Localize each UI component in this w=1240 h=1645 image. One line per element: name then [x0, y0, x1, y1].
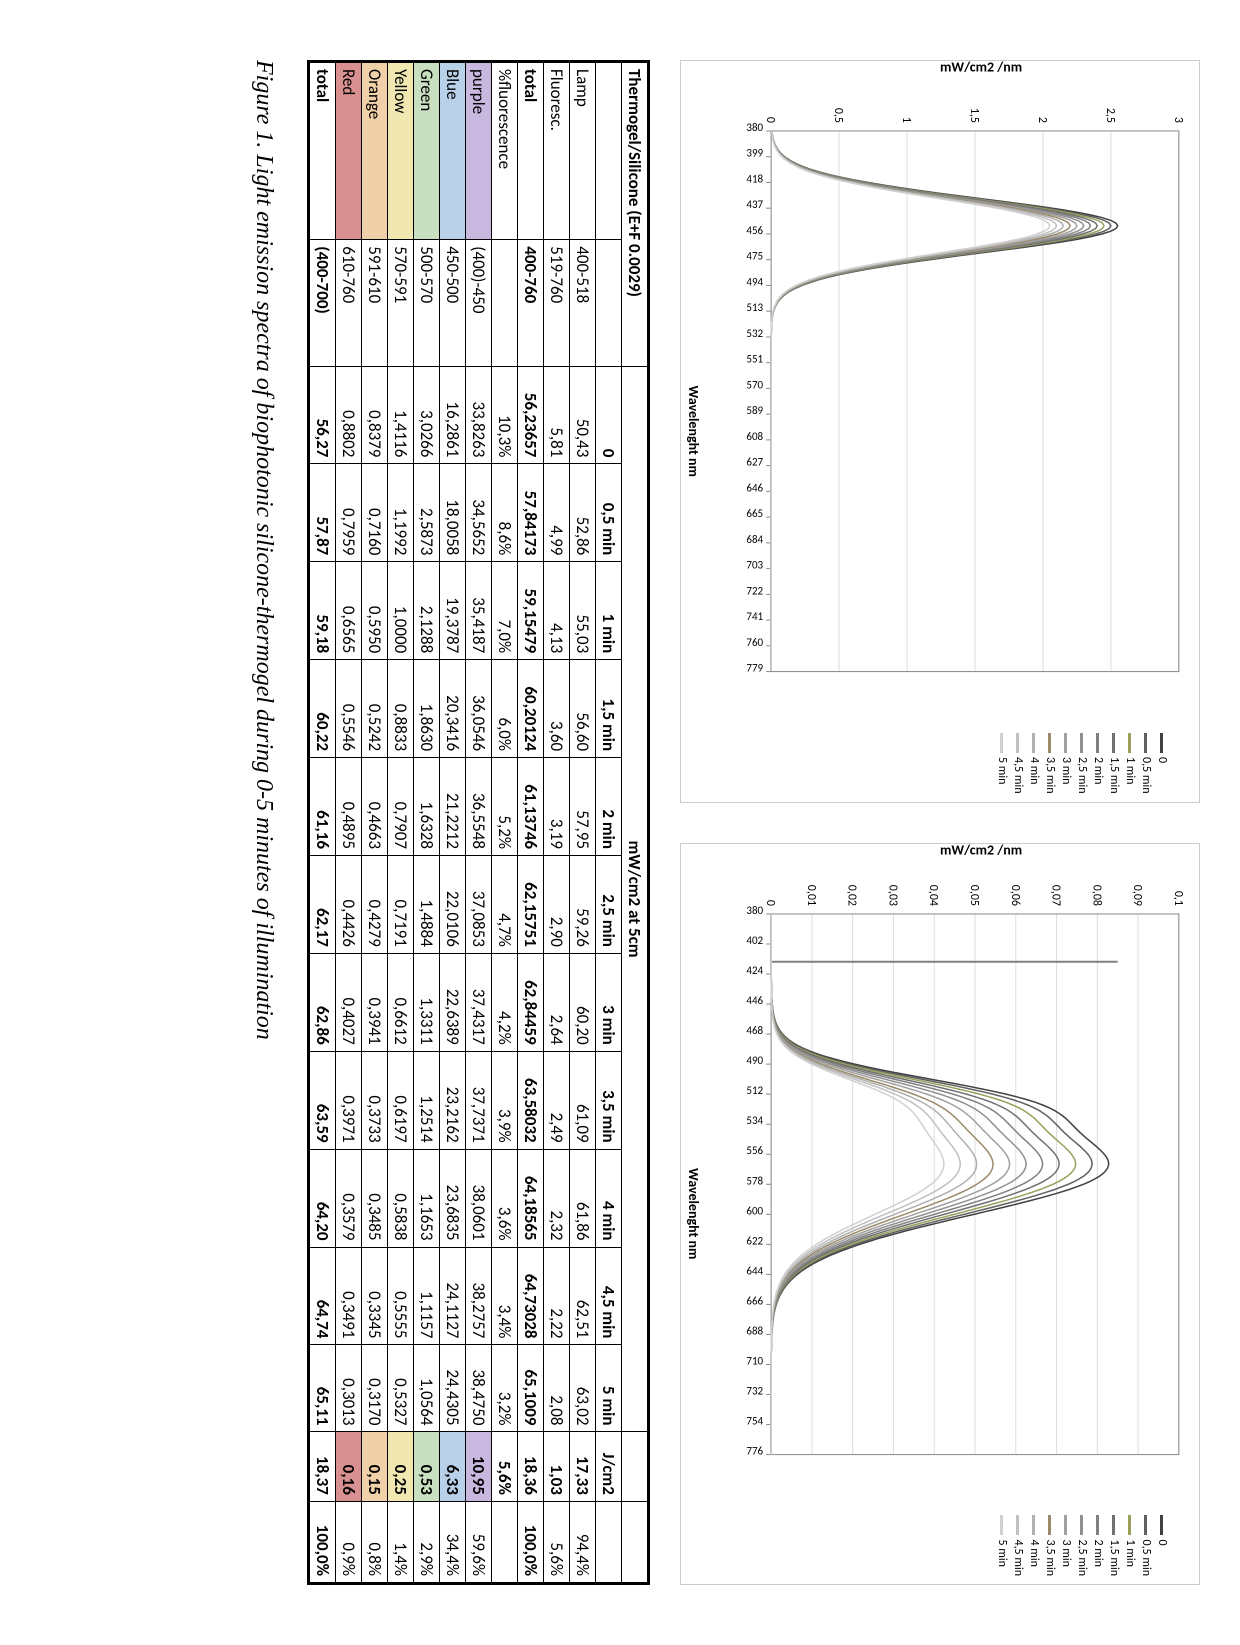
svg-text:684: 684: [746, 533, 763, 546]
svg-text:722: 722: [746, 584, 763, 597]
legend-item: 3,5 min: [1043, 733, 1057, 794]
svg-text:468: 468: [746, 1024, 763, 1037]
svg-text:402: 402: [746, 933, 763, 946]
figure-caption: Figure 1. Light emission spectra of biop…: [250, 60, 277, 1585]
svg-text:0,08: 0,08: [1089, 884, 1103, 905]
svg-text:0,05: 0,05: [967, 884, 981, 905]
legend-item: 1,5 min: [1107, 1515, 1121, 1576]
svg-text:703: 703: [746, 559, 763, 572]
svg-text:741: 741: [746, 610, 763, 623]
svg-text:666: 666: [746, 1294, 763, 1307]
legend-item: 0,5 min: [1139, 733, 1153, 794]
svg-text:644: 644: [746, 1264, 763, 1277]
svg-text:418: 418: [746, 172, 763, 185]
svg-text:627: 627: [746, 456, 763, 469]
svg-text:0,5: 0,5: [831, 108, 845, 123]
svg-text:2,5: 2,5: [1103, 108, 1117, 123]
svg-text:600: 600: [746, 1204, 763, 1217]
svg-text:512: 512: [746, 1084, 763, 1097]
y-axis-label: mW/cm2 /nm: [940, 59, 1022, 76]
svg-text:1: 1: [899, 117, 913, 123]
legend-item: 1,5 min: [1107, 733, 1121, 794]
svg-text:688: 688: [746, 1324, 763, 1337]
legend-item: 4 min: [1027, 733, 1041, 794]
svg-text:665: 665: [746, 507, 763, 520]
figure-canvas: 0 0,5 1 1,5 2 2,5 3 380 399 418 437 456 475 494 513 532…: [0, 0, 1240, 1645]
svg-text:0,03: 0,03: [885, 884, 899, 905]
legend-item: 4,5 min: [1011, 733, 1025, 794]
legend-item: 2,5 min: [1075, 733, 1089, 794]
svg-text:0,04: 0,04: [926, 884, 940, 905]
svg-text:589: 589: [746, 404, 763, 417]
svg-text:475: 475: [746, 250, 763, 263]
svg-text:556: 556: [746, 1144, 763, 1157]
svg-text:646: 646: [746, 481, 763, 494]
svg-text:0,06: 0,06: [1008, 884, 1022, 905]
svg-text:0,09: 0,09: [1130, 884, 1144, 905]
legend-item: 3 min: [1059, 733, 1073, 794]
svg-text:0,01: 0,01: [804, 884, 818, 905]
legend-item: 1 min: [1123, 733, 1137, 794]
data-table-container: Thermogel/Silicone (E+F 0.0029)mW/cm2 at…: [307, 60, 650, 1585]
svg-text:490: 490: [746, 1054, 763, 1067]
svg-text:0: 0: [763, 899, 777, 905]
legend-item: 0: [1155, 1515, 1169, 1576]
legend-item: 2 min: [1091, 1515, 1105, 1576]
svg-text:0,02: 0,02: [845, 884, 859, 905]
svg-text:3: 3: [1171, 117, 1185, 123]
svg-text:1,5: 1,5: [967, 108, 981, 123]
svg-text:456: 456: [746, 224, 763, 237]
legend-item: 5 min: [995, 733, 1009, 794]
legend-item: 1 min: [1123, 1515, 1137, 1576]
svg-text:551: 551: [746, 353, 763, 366]
legend-item: 4,5 min: [1011, 1515, 1025, 1576]
x-axis-label: Wavelenght nm: [685, 1168, 702, 1259]
legend-item: 2 min: [1091, 733, 1105, 794]
svg-text:2: 2: [1035, 117, 1049, 123]
spectrum-chart-full: 0 0,5 1 1,5 2 2,5 3 380 399 418 437 456 475 494 513 532…: [680, 60, 1200, 803]
svg-text:424: 424: [746, 964, 763, 977]
svg-text:513: 513: [746, 301, 763, 314]
svg-text:0: 0: [763, 117, 777, 123]
svg-text:754: 754: [746, 1414, 763, 1427]
legend-item: 0,5 min: [1139, 1515, 1153, 1576]
data-table: Thermogel/Silicone (E+F 0.0029)mW/cm2 at…: [309, 62, 648, 1583]
svg-text:0,1: 0,1: [1171, 890, 1185, 905]
svg-text:779: 779: [746, 662, 763, 675]
chart-legend: 00,5 min1 min1,5 min2 min2,5 min3 min3,5…: [993, 733, 1169, 794]
legend-item: 3 min: [1059, 1515, 1073, 1576]
svg-text:437: 437: [746, 198, 763, 211]
y-axis-label: mW/cm2 /nm: [940, 841, 1022, 858]
svg-text:534: 534: [746, 1114, 763, 1127]
svg-text:776: 776: [746, 1444, 763, 1457]
svg-text:622: 622: [746, 1234, 763, 1247]
svg-text:494: 494: [746, 275, 763, 288]
spectrum-chart-zoom: 0 0,01 0,02 0,03 0,04 0,05 0,06 0,07 0,08 0,09 0,1…: [680, 843, 1200, 1586]
svg-text:446: 446: [746, 994, 763, 1007]
legend-item: 3,5 min: [1043, 1515, 1057, 1576]
chart-legend: 00,5 min1 min1,5 min2 min2,5 min3 min3,5…: [993, 1515, 1169, 1576]
svg-text:732: 732: [746, 1384, 763, 1397]
svg-text:399: 399: [746, 147, 763, 160]
svg-text:532: 532: [746, 327, 763, 340]
svg-text:0,07: 0,07: [1049, 884, 1063, 905]
legend-item: 4 min: [1027, 1515, 1041, 1576]
legend-item: 2,5 min: [1075, 1515, 1089, 1576]
svg-text:380: 380: [746, 121, 763, 134]
svg-text:578: 578: [746, 1174, 763, 1187]
legend-item: 0: [1155, 733, 1169, 794]
svg-text:710: 710: [746, 1354, 763, 1367]
svg-text:570: 570: [746, 378, 763, 391]
legend-item: 5 min: [995, 1515, 1009, 1576]
svg-text:608: 608: [746, 430, 763, 443]
svg-text:760: 760: [746, 636, 763, 649]
svg-text:380: 380: [746, 903, 763, 916]
charts-row: 0 0,5 1 1,5 2 2,5 3 380 399 418 437 456 475 494 513 532…: [680, 60, 1200, 1585]
x-axis-label: Wavelenght nm: [685, 386, 702, 477]
